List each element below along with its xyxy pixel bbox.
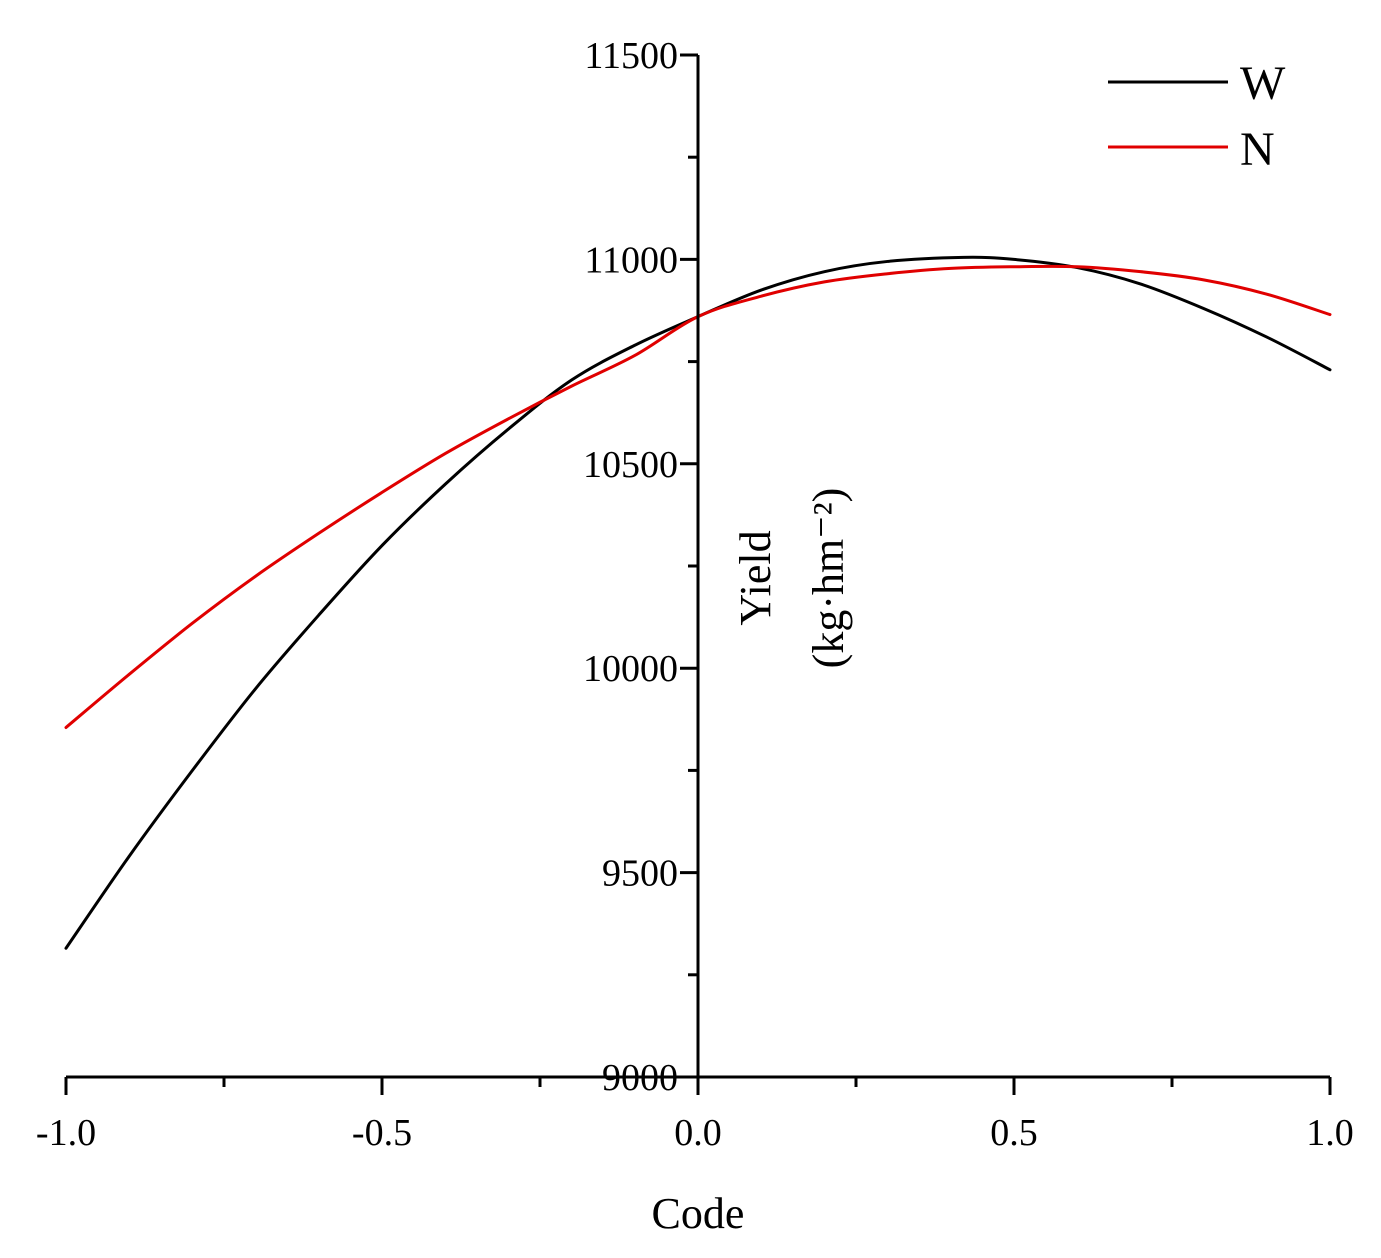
x-tick-label: 1.0 [1306, 1112, 1354, 1154]
ticks-layer: -1.0 -0.5 0.0 0.5 1.0 9000 9500 10000 10500 11000… [36, 35, 1354, 1154]
y-tick-label: 9500 [602, 853, 678, 895]
legend: W N [1108, 57, 1286, 176]
series-line-n [64, 264, 1332, 729]
legend-label-n: N [1240, 123, 1275, 176]
y-tick-label: 10500 [583, 444, 678, 486]
y-tick-label: 9000 [602, 1057, 678, 1099]
legend-label-w: W [1240, 57, 1286, 110]
x-tick-label: -1.0 [36, 1112, 96, 1154]
y-axis-unit: (kg·hm⁻²) [804, 488, 853, 669]
x-tick-label: 0.5 [990, 1112, 1038, 1154]
y-tick-label: 11500 [584, 35, 678, 77]
series-line-w [64, 255, 1332, 950]
series-layer [64, 255, 1332, 950]
y-tick-label: 10000 [583, 648, 678, 690]
x-axis-title: Code [652, 1189, 745, 1238]
y-tick-label: 11000 [584, 239, 678, 281]
x-tick-label: 0.0 [674, 1112, 722, 1154]
y-axis-title: Yield [731, 530, 780, 625]
x-tick-label: -0.5 [352, 1112, 412, 1154]
